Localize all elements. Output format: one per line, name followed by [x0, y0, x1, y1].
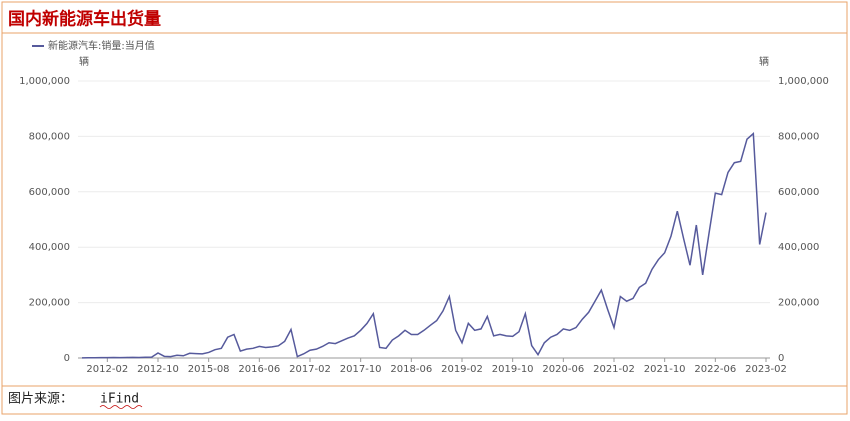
y2-tick-label: 800,000 — [778, 131, 819, 142]
x-tick-label: 2019-02 — [441, 364, 483, 375]
x-tick-label: 2012-10 — [137, 364, 179, 375]
y2-tick-label: 1,000,000 — [778, 76, 829, 87]
y2-tick-label: 600,000 — [778, 187, 819, 198]
y-tick-label: 600,000 — [29, 187, 70, 198]
y-tick-label: 0 — [64, 353, 70, 364]
source-label: 图片来源： — [8, 392, 73, 407]
x-tick-label: 2019-10 — [492, 364, 534, 375]
x-tick-label: 2020-06 — [542, 364, 584, 375]
x-tick-label: 2018-06 — [390, 364, 432, 375]
y2-tick-label: 0 — [778, 353, 784, 364]
y-tick-label: 800,000 — [29, 131, 70, 142]
x-tick-label: 2016-06 — [238, 364, 280, 375]
x-tick-label: 2023-02 — [745, 364, 787, 375]
page-title: 国内新能源车出货量 — [8, 9, 161, 30]
x-tick-label: 2021-10 — [644, 364, 686, 375]
y2-tick-label: 200,000 — [778, 298, 819, 309]
x-tick-label: 2022-06 — [694, 364, 736, 375]
y2-axis-unit: 辆 — [759, 55, 769, 68]
x-tick-label: 2012-02 — [86, 364, 128, 375]
source: iFind — [100, 392, 139, 407]
legend-label: 新能源汽车:销量:当月值 — [48, 39, 155, 52]
series-line — [81, 132, 767, 359]
frame — [1, 1, 848, 415]
x-tick-label: 2021-02 — [593, 364, 635, 375]
y-tick-label: 1,000,000 — [19, 76, 70, 87]
y2-tick-label: 400,000 — [778, 242, 819, 253]
x-tick-label: 2015-08 — [188, 364, 230, 375]
y-tick-label: 200,000 — [29, 298, 70, 309]
y-tick-label: 400,000 — [29, 242, 70, 253]
spell-underline — [99, 405, 143, 409]
x-tick-label: 2017-02 — [289, 364, 331, 375]
x-tick-label: 2017-10 — [340, 364, 382, 375]
y-axis-unit: 辆 — [79, 55, 89, 68]
